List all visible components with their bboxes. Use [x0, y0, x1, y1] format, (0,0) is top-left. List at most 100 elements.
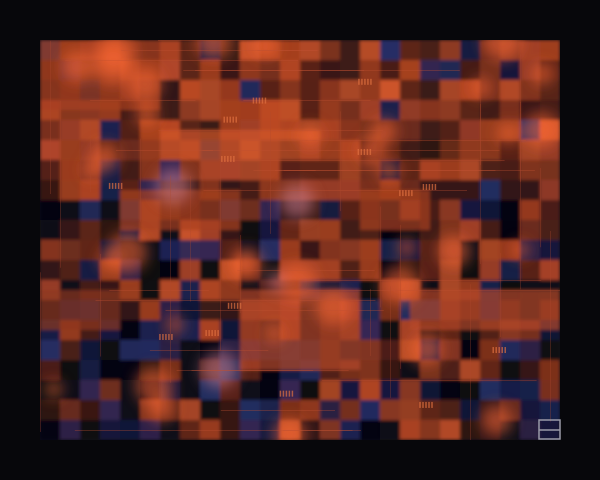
cell — [340, 200, 360, 220]
glow — [397, 238, 416, 257]
cell — [300, 240, 320, 260]
glow — [62, 50, 94, 83]
cell — [40, 420, 60, 440]
cell — [160, 240, 180, 260]
cell — [380, 80, 400, 100]
cell — [300, 100, 320, 120]
toggle-button[interactable] — [538, 419, 561, 440]
glow — [481, 404, 512, 436]
cell — [120, 120, 140, 140]
glow — [497, 122, 520, 145]
glow — [471, 77, 491, 98]
cell — [320, 40, 340, 60]
tick — [361, 78, 363, 85]
cell — [300, 380, 320, 400]
cell — [220, 420, 240, 440]
cell — [200, 240, 220, 260]
tick — [288, 390, 291, 397]
tick — [431, 401, 433, 408]
cell — [120, 400, 140, 420]
cell — [340, 80, 360, 100]
cell — [100, 420, 120, 440]
cell — [380, 360, 400, 380]
cell — [280, 160, 300, 180]
cell — [340, 120, 360, 140]
cell — [480, 160, 500, 180]
cell — [400, 420, 420, 440]
cell — [420, 40, 440, 60]
cell — [400, 120, 420, 140]
cell — [240, 160, 260, 180]
tick — [428, 401, 430, 408]
cell — [80, 120, 100, 140]
cell — [160, 40, 180, 60]
cell — [240, 400, 260, 420]
cell — [260, 400, 280, 420]
tick — [108, 182, 111, 189]
cell — [240, 100, 260, 120]
cell — [320, 140, 340, 160]
glow — [93, 46, 132, 85]
cell — [180, 320, 200, 340]
cell — [260, 240, 280, 260]
cell — [220, 100, 240, 120]
cell — [40, 220, 60, 240]
tick — [255, 97, 258, 104]
cell — [160, 100, 180, 120]
cell — [280, 380, 300, 400]
cell — [340, 140, 360, 160]
tick — [223, 116, 225, 123]
cell — [500, 80, 520, 100]
tick — [221, 155, 223, 162]
cell — [320, 200, 340, 220]
cell — [240, 80, 260, 100]
cell — [520, 80, 540, 100]
tick — [369, 148, 372, 155]
glow — [196, 40, 232, 59]
cell — [60, 220, 80, 240]
cell — [500, 160, 520, 180]
cell — [40, 160, 60, 180]
cell — [440, 120, 460, 140]
cell — [340, 380, 360, 400]
cell — [520, 380, 540, 400]
cell — [280, 220, 300, 240]
tick — [428, 183, 431, 190]
cell — [120, 380, 140, 400]
tick — [422, 183, 425, 190]
glow — [371, 118, 397, 144]
cell — [160, 300, 180, 320]
cell — [300, 60, 320, 80]
cell — [180, 260, 200, 280]
block — [160, 130, 320, 160]
tick — [285, 390, 288, 397]
cell — [280, 400, 300, 420]
tick — [492, 347, 494, 354]
tick — [408, 190, 410, 197]
cell — [440, 340, 460, 360]
tick — [227, 302, 230, 309]
cell — [60, 260, 80, 280]
glow — [135, 103, 158, 126]
cell — [440, 400, 460, 420]
cell — [200, 160, 220, 180]
glow — [358, 136, 386, 165]
cell — [220, 400, 240, 420]
cell — [460, 40, 480, 60]
cell — [100, 120, 120, 140]
cell — [340, 180, 360, 200]
cell — [300, 40, 320, 60]
cell — [340, 240, 360, 260]
cell — [360, 260, 380, 280]
cell — [160, 260, 180, 280]
cell — [360, 280, 380, 300]
glow — [99, 249, 121, 271]
cell — [540, 400, 560, 420]
cell — [340, 160, 360, 180]
cell — [200, 260, 220, 280]
tick — [405, 190, 407, 197]
tick — [239, 302, 242, 309]
glow — [200, 350, 239, 389]
grid-lines — [40, 40, 560, 440]
cell — [120, 160, 140, 180]
